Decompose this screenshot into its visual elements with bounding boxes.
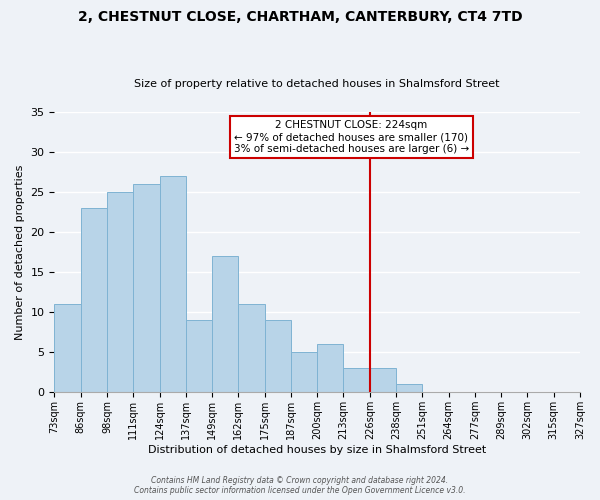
Bar — [317, 344, 343, 393]
Title: Size of property relative to detached houses in Shalmsford Street: Size of property relative to detached ho… — [134, 79, 500, 89]
Bar — [343, 368, 370, 392]
Bar — [55, 304, 80, 392]
Bar — [107, 192, 133, 392]
Text: 2, CHESTNUT CLOSE, CHARTHAM, CANTERBURY, CT4 7TD: 2, CHESTNUT CLOSE, CHARTHAM, CANTERBURY,… — [77, 10, 523, 24]
Text: 2 CHESTNUT CLOSE: 224sqm
← 97% of detached houses are smaller (170)
3% of semi-d: 2 CHESTNUT CLOSE: 224sqm ← 97% of detach… — [234, 120, 469, 154]
Bar — [133, 184, 160, 392]
X-axis label: Distribution of detached houses by size in Shalmsford Street: Distribution of detached houses by size … — [148, 445, 487, 455]
Bar — [212, 256, 238, 392]
Bar — [265, 320, 291, 392]
Bar — [291, 352, 317, 393]
Bar — [186, 320, 212, 392]
Y-axis label: Number of detached properties: Number of detached properties — [15, 164, 25, 340]
Bar — [80, 208, 107, 392]
Bar — [238, 304, 265, 392]
Bar — [396, 384, 422, 392]
Bar — [160, 176, 186, 392]
Text: Contains HM Land Registry data © Crown copyright and database right 2024.
Contai: Contains HM Land Registry data © Crown c… — [134, 476, 466, 495]
Bar — [370, 368, 396, 392]
